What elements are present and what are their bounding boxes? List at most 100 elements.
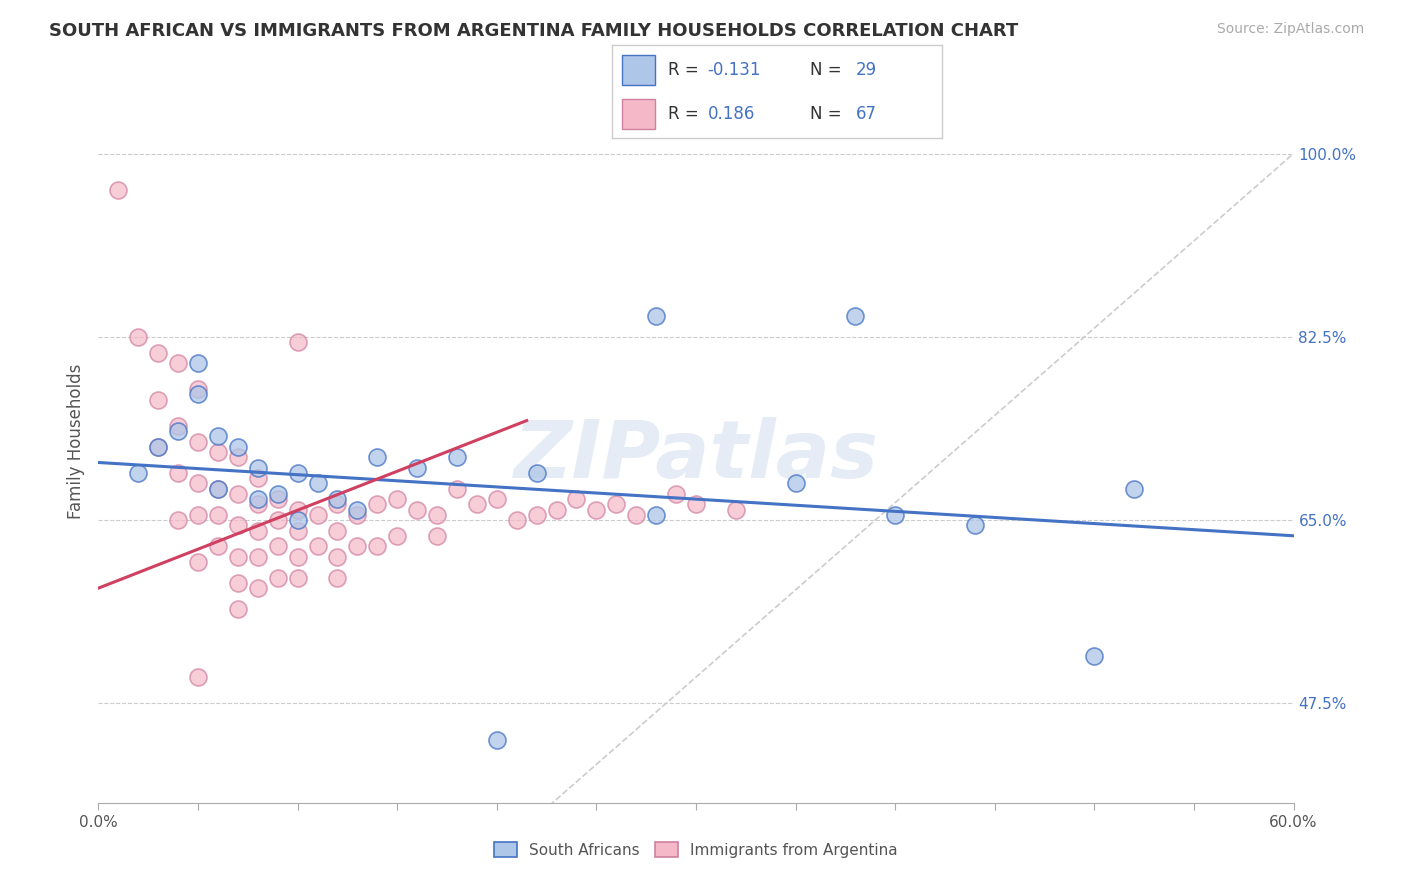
Point	[207, 429, 229, 443]
Point	[167, 418, 190, 433]
Point	[246, 549, 269, 564]
Point	[187, 508, 209, 522]
Point	[884, 508, 907, 522]
Point	[267, 571, 290, 585]
Point	[187, 434, 209, 449]
Point	[406, 502, 429, 516]
Point	[107, 183, 129, 197]
Point	[605, 497, 627, 511]
Point	[187, 387, 209, 401]
Point	[167, 513, 190, 527]
Point	[485, 733, 508, 747]
Point	[267, 492, 290, 507]
Point	[207, 508, 229, 522]
Point	[207, 539, 229, 553]
Point	[267, 487, 290, 501]
Point	[446, 482, 468, 496]
Point	[326, 497, 349, 511]
Point	[148, 345, 170, 359]
Text: 29: 29	[856, 61, 877, 78]
Point	[546, 502, 568, 516]
Point	[785, 476, 807, 491]
Point	[485, 492, 508, 507]
Point	[645, 309, 668, 323]
Text: ZIPatlas: ZIPatlas	[513, 417, 879, 495]
Point	[246, 497, 269, 511]
Point	[267, 513, 290, 527]
Point	[207, 482, 229, 496]
Point	[366, 497, 388, 511]
Text: -0.131: -0.131	[707, 61, 761, 78]
Point	[187, 356, 209, 370]
Text: SOUTH AFRICAN VS IMMIGRANTS FROM ARGENTINA FAMILY HOUSEHOLDS CORRELATION CHART: SOUTH AFRICAN VS IMMIGRANTS FROM ARGENTI…	[49, 22, 1018, 40]
Point	[246, 471, 269, 485]
Point	[385, 492, 409, 507]
Point	[307, 508, 329, 522]
Point	[626, 508, 648, 522]
Point	[226, 518, 249, 533]
Point	[385, 529, 409, 543]
Point	[346, 502, 368, 516]
Point	[167, 356, 190, 370]
Point	[167, 466, 190, 480]
Text: R =: R =	[668, 105, 704, 123]
Point	[645, 508, 668, 522]
Point	[187, 670, 209, 684]
Point	[287, 513, 309, 527]
Point	[246, 492, 269, 507]
Point	[326, 571, 349, 585]
Point	[127, 466, 149, 480]
Text: N =: N =	[810, 61, 846, 78]
Point	[1083, 649, 1105, 664]
Point	[287, 466, 309, 480]
Point	[267, 539, 290, 553]
Point	[127, 330, 149, 344]
Point	[346, 539, 368, 553]
Point	[207, 482, 229, 496]
Point	[963, 518, 986, 533]
Point	[187, 382, 209, 396]
Point	[326, 524, 349, 538]
Point	[406, 460, 429, 475]
Text: 67: 67	[856, 105, 877, 123]
Point	[287, 524, 309, 538]
Point	[585, 502, 607, 516]
Point	[148, 392, 170, 407]
Text: R =: R =	[668, 61, 704, 78]
Point	[307, 539, 329, 553]
Point	[366, 539, 388, 553]
Point	[226, 450, 249, 465]
Point	[526, 466, 548, 480]
Point	[246, 460, 269, 475]
Text: Source: ZipAtlas.com: Source: ZipAtlas.com	[1216, 22, 1364, 37]
Point	[526, 508, 548, 522]
Point	[346, 508, 368, 522]
Legend: South Africans, Immigrants from Argentina: South Africans, Immigrants from Argentin…	[488, 836, 904, 863]
Point	[148, 440, 170, 454]
Point	[446, 450, 468, 465]
Point	[226, 487, 249, 501]
Point	[465, 497, 488, 511]
Point	[187, 555, 209, 569]
Point	[326, 492, 349, 507]
Point	[426, 529, 449, 543]
Point	[226, 549, 249, 564]
Point	[226, 575, 249, 590]
Point	[366, 450, 388, 465]
Point	[426, 508, 449, 522]
Point	[1123, 482, 1146, 496]
Point	[287, 502, 309, 516]
Point	[844, 309, 866, 323]
Point	[724, 502, 747, 516]
Point	[148, 440, 170, 454]
Point	[326, 549, 349, 564]
Point	[565, 492, 588, 507]
Point	[246, 524, 269, 538]
Point	[226, 602, 249, 616]
Point	[167, 424, 190, 438]
Point	[665, 487, 688, 501]
Point	[307, 476, 329, 491]
FancyBboxPatch shape	[621, 55, 655, 85]
Point	[226, 440, 249, 454]
Text: 0.186: 0.186	[707, 105, 755, 123]
